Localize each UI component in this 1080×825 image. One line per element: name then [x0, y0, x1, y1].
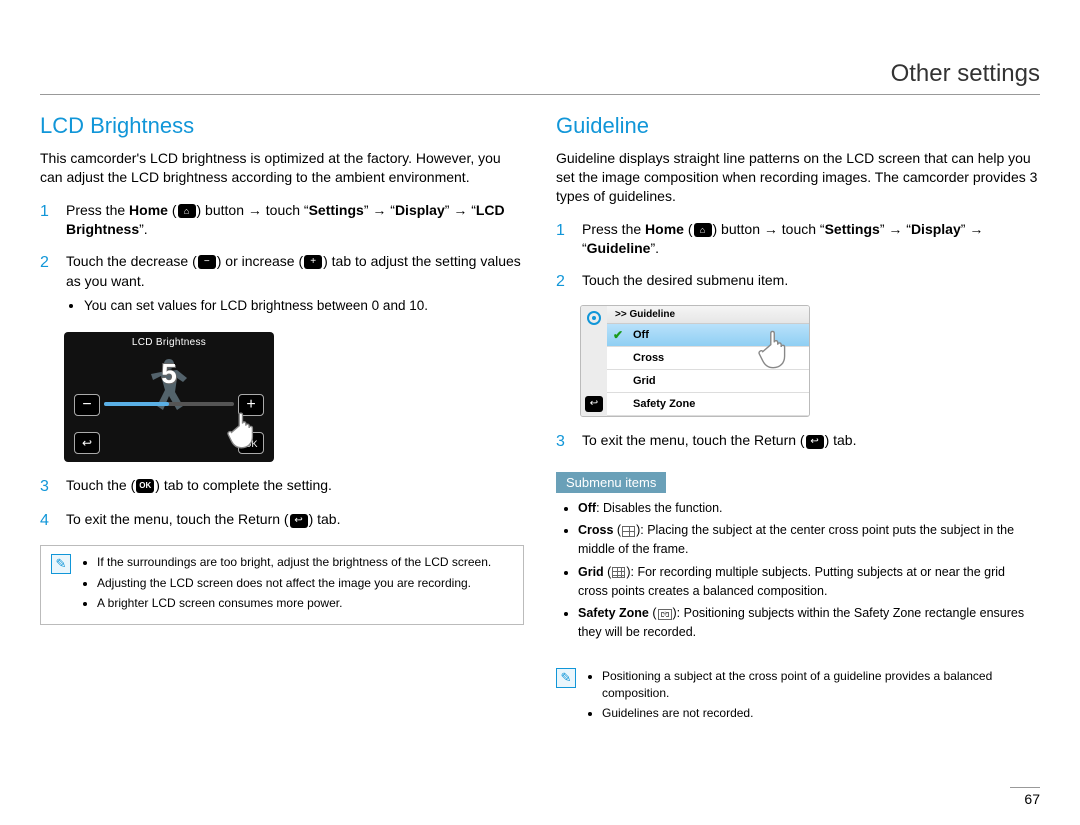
return-button[interactable]: ↩ — [585, 396, 603, 412]
step-number: 3 — [556, 431, 572, 453]
minus-icon: − — [198, 255, 216, 269]
submenu-items-header: Submenu items — [556, 472, 666, 493]
return-button[interactable]: ↩ — [74, 432, 100, 454]
lcd-brightness-section: LCD Brightness This camcorder's LCD brig… — [40, 113, 524, 726]
step-number: 2 — [556, 271, 572, 293]
return-icon: ↩ — [806, 435, 824, 449]
submenu-item-grid[interactable]: Grid — [607, 370, 809, 393]
mock-sidebar: ↩ — [581, 306, 607, 416]
gear-icon — [586, 310, 602, 326]
page-header: Other settings — [40, 60, 1040, 95]
lcd-title: LCD Brightness — [40, 113, 524, 139]
lcd-value: 5 — [161, 358, 177, 390]
submenu-item-safety[interactable]: Safety Zone — [607, 393, 809, 416]
step-body: Touch the decrease (−) or increase (+) t… — [66, 252, 524, 320]
home-icon: ⌂ — [694, 223, 712, 237]
note-icon: ✎ — [51, 554, 71, 574]
guideline-step-2: 2 Touch the desired submenu item. — [556, 271, 1040, 293]
hand-pointer-icon — [226, 406, 270, 450]
lcd-intro: This camcorder's LCD brightness is optim… — [40, 149, 524, 187]
safety-zone-icon — [658, 609, 672, 620]
guideline-submenu-mock: ↩ >> Guideline ✔Off Cross Grid Safety Zo… — [580, 305, 810, 417]
note-item: Positioning a subject at the cross point… — [602, 668, 1040, 702]
step-body: Press the Home (⌂) button → touch “Setti… — [582, 220, 1040, 259]
return-icon: ↩ — [290, 514, 308, 528]
mock-header: >> Guideline — [607, 306, 809, 324]
hand-pointer-icon — [757, 324, 803, 370]
note-item: Guidelines are not recorded. — [602, 705, 1040, 722]
step-number: 1 — [40, 201, 56, 240]
content-columns: LCD Brightness This camcorder's LCD brig… — [40, 113, 1040, 726]
guideline-section: Guideline Guideline displays straight li… — [556, 113, 1040, 726]
note-icon: ✎ — [556, 668, 576, 688]
lcd-note-box: ✎ If the surroundings are too bright, ad… — [40, 545, 524, 625]
ok-icon: OK — [136, 479, 154, 493]
submenu-desc-off: Off: Disables the function. — [578, 499, 1036, 518]
submenu-items-box: Off: Disables the function. Cross (): Pl… — [556, 493, 1040, 650]
guideline-note-box: ✎ Positioning a subject at the cross poi… — [556, 660, 1040, 726]
page-number: 67 — [1010, 787, 1040, 807]
decrease-button[interactable]: − — [74, 394, 100, 416]
note-item: A brighter LCD screen consumes more powe… — [97, 595, 513, 612]
step-body: Touch the (OK) tab to complete the setti… — [66, 476, 524, 498]
step-number: 2 — [40, 252, 56, 320]
lcd-slider[interactable] — [104, 402, 234, 406]
lcd-step2-bullet: You can set values for LCD brightness be… — [84, 297, 524, 316]
lcd-step-3: 3 Touch the (OK) tab to complete the set… — [40, 476, 524, 498]
cross-pattern-icon — [622, 526, 635, 537]
guideline-step-3: 3 To exit the menu, touch the Return (↩)… — [556, 431, 1040, 453]
grid-pattern-icon — [612, 567, 625, 578]
submenu-desc-cross: Cross (): Placing the subject at the cen… — [578, 521, 1036, 559]
lcd-step-1: 1 Press the Home (⌂) button → touch “Set… — [40, 201, 524, 240]
step-number: 3 — [40, 476, 56, 498]
lcd-step-2: 2 Touch the decrease (−) or increase (+)… — [40, 252, 524, 320]
step-body: To exit the menu, touch the Return (↩) t… — [582, 431, 1040, 453]
step-body: To exit the menu, touch the Return (↩) t… — [66, 510, 524, 532]
step-body: Press the Home (⌂) button → touch “Setti… — [66, 201, 524, 240]
step-number: 1 — [556, 220, 572, 259]
guideline-intro: Guideline displays straight line pattern… — [556, 149, 1040, 206]
step-body: Touch the desired submenu item. — [582, 271, 1040, 293]
note-item: If the surroundings are too bright, adju… — [97, 554, 513, 571]
submenu-desc-grid: Grid (): For recording multiple subjects… — [578, 563, 1036, 601]
submenu-desc-safety: Safety Zone (): Positioning subjects wit… — [578, 604, 1036, 642]
home-icon: ⌂ — [178, 204, 196, 218]
lcd-mock-title: LCD Brightness — [64, 332, 274, 348]
note-item: Adjusting the LCD screen does not affect… — [97, 575, 513, 592]
plus-icon: + — [304, 255, 322, 269]
guideline-title: Guideline — [556, 113, 1040, 139]
step-number: 4 — [40, 510, 56, 532]
guideline-step-1: 1 Press the Home (⌂) button → touch “Set… — [556, 220, 1040, 259]
check-icon: ✔ — [613, 328, 623, 342]
lcd-step-4: 4 To exit the menu, touch the Return (↩)… — [40, 510, 524, 532]
lcd-brightness-mock: LCD Brightness 5 − + ↩ OK — [64, 332, 274, 462]
